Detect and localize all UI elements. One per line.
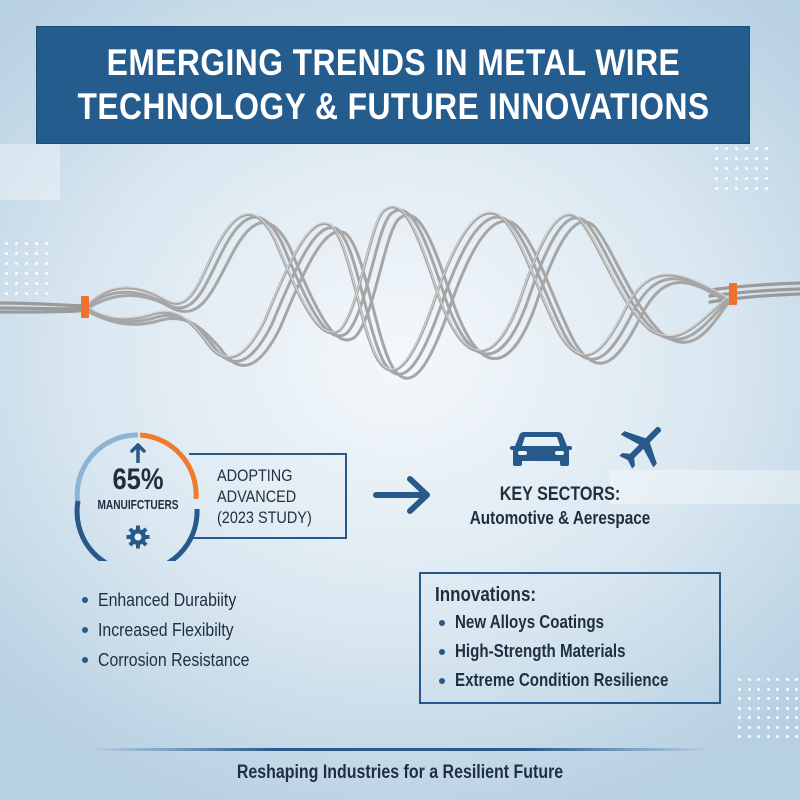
benefit-text: Corrosion Resistance [98,649,250,670]
decorative-dots [5,242,55,302]
decorative-band [0,144,60,200]
innovation-text: High-Strength Materials [455,641,626,661]
arrow-up-icon [130,443,146,463]
bullet-icon [82,657,88,663]
decorative-band [610,470,800,504]
adoption-line-1: ADOPTING [217,465,293,485]
benefit-text: Enhanced Durabiity [98,589,237,610]
list-item: High-Strength Materials [435,637,719,666]
key-sectors-title: KEY SECTORS: [499,484,621,505]
stat-label: MANUIFCTUERS [97,497,179,512]
twisted-wire-illustration [0,205,800,380]
car-icon [510,432,572,466]
innovation-text: New Alloys Coatings [455,612,604,632]
airplane-icon [619,426,662,469]
benefit-text: Increased Flexibilty [98,619,234,640]
page-title-line-1: EMERGING TRENDS IN METAL WIRE [106,42,680,83]
arrow-right-icon [373,476,430,514]
gear-icon [126,525,150,549]
adoption-stat-ring: 65% MANUIFCTUERS [72,429,204,561]
bullet-icon [82,627,88,633]
adoption-description-box: ADOPTING ADVANCED (2023 STUDY) [189,453,347,539]
list-item: Increased Flexibilty [82,615,270,645]
decorative-dots [715,147,775,197]
bullet-icon [439,619,445,626]
innovations-title: Innovations: [435,584,537,606]
adoption-line-2: ADVANCED [217,486,297,506]
benefits-list: Enhanced Durabiity Increased Flexibilty … [82,585,270,675]
bullet-icon [82,597,88,603]
title-banner: EMERGING TRENDS IN METAL WIRE TECHNOLOGY… [36,26,750,144]
stat-value: 65% [112,463,164,496]
footer-divider [90,748,710,751]
innovations-box: Innovations: New Alloys Coatings High-St… [419,572,721,704]
footer-tagline: Reshaping Industries for a Resilient Fut… [236,762,564,783]
innovation-text: Extreme Condition Resilience [455,670,669,690]
key-sectors-subtitle: Automotive & Aerespace [469,508,651,528]
list-item: Enhanced Durabiity [82,585,270,615]
bullet-icon [439,677,445,684]
bullet-icon [439,648,445,655]
list-item: Corrosion Resistance [82,645,270,675]
adoption-line-3: (2023 STUDY) [217,507,312,527]
decorative-dots [738,678,800,745]
page-title-line-2: TECHNOLOGY & FUTURE INNOVATIONS [76,86,710,127]
list-item: Extreme Condition Resilience [435,666,719,695]
list-item: New Alloys Coatings [435,608,719,637]
